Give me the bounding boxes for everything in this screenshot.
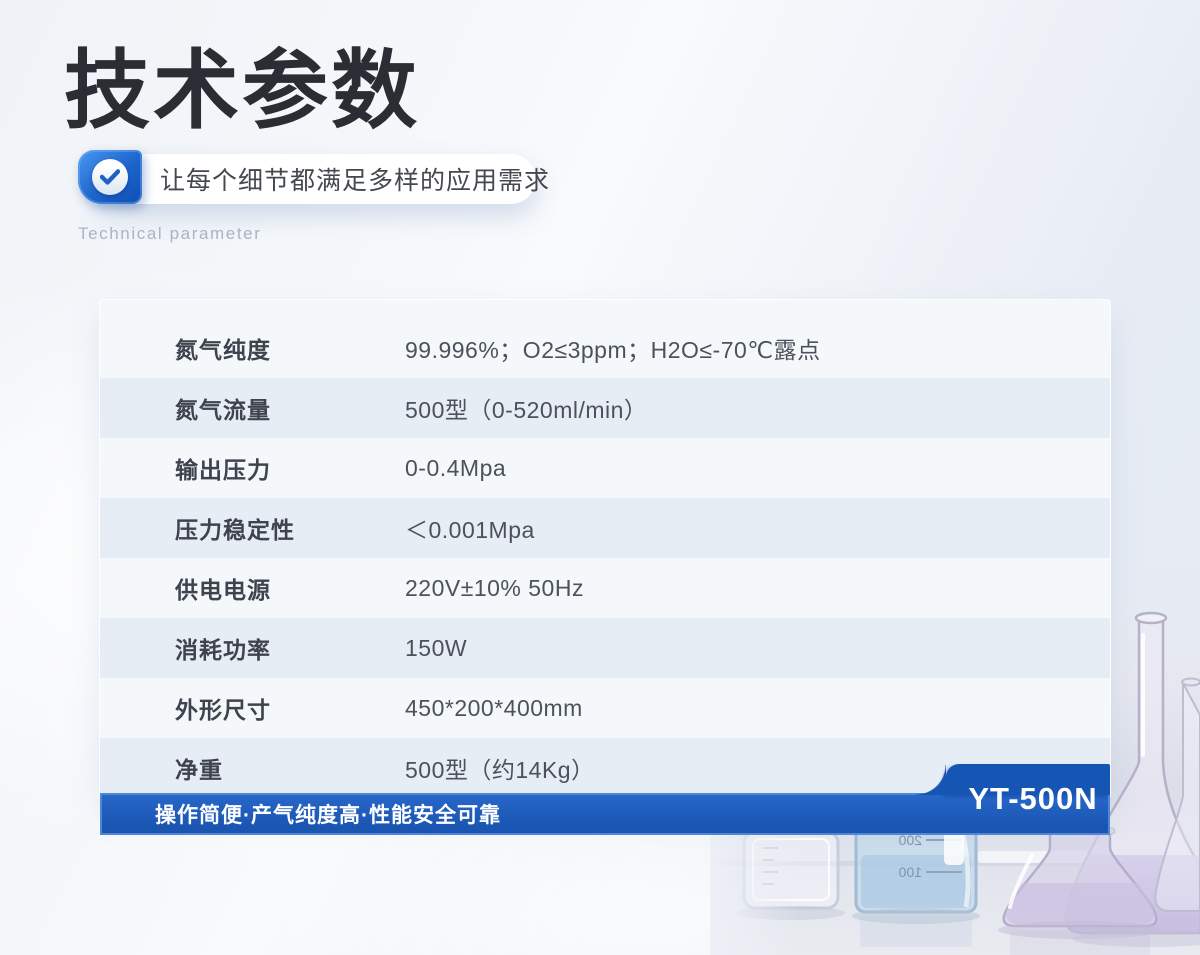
- svg-text:100: 100: [898, 864, 922, 880]
- spec-value: 99.996%；O2≤3ppm；H2O≤-70℃露点: [405, 337, 821, 363]
- table-row: 外形尺寸 450*200*400mm: [100, 678, 1110, 738]
- graduated-beaker-icon: 200 100: [854, 825, 978, 914]
- bottom-bar: 操作简便·产气纯度高·性能安全可靠: [100, 793, 1110, 835]
- small-flask-icon: [1154, 677, 1200, 912]
- spec-label: 氮气纯度: [175, 337, 271, 363]
- purple-flask-icon: [1002, 827, 1158, 928]
- spec-value: ＜0.001Mpa: [405, 517, 535, 543]
- spec-label: 压力稳定性: [175, 517, 295, 543]
- model-tab: [916, 764, 1110, 795]
- spec-label: 氮气流量: [175, 397, 271, 423]
- spec-table: 氮气纯度 99.996%；O2≤3ppm；H2O≤-70℃露点 氮气流量 500…: [100, 300, 1110, 798]
- spec-value: 220V±10% 50Hz: [405, 574, 584, 601]
- table-row: 氮气流量 500型（0-520ml/min）: [100, 378, 1110, 438]
- model-badge: YT-500N: [968, 781, 1098, 816]
- spec-label: 净重: [175, 757, 223, 783]
- table-row: 氮气纯度 99.996%；O2≤3ppm；H2O≤-70℃露点: [100, 318, 1110, 378]
- spec-label: 消耗功率: [175, 637, 271, 663]
- spec-value: 150W: [405, 634, 468, 661]
- check-chip: [78, 150, 142, 204]
- spec-value: 500型（约14Kg）: [405, 757, 595, 783]
- spec-value: 500型（0-520ml/min）: [405, 397, 648, 423]
- tagline-badge: 让每个细节都满足多样的应用需求: [100, 154, 549, 204]
- spec-label: 供电电源: [175, 577, 271, 603]
- tagline-text: 让每个细节都满足多样的应用需求: [160, 167, 551, 195]
- bar-slogan: 操作简便·产气纯度高·性能安全可靠: [155, 804, 501, 827]
- spec-value: 450*200*400mm: [405, 694, 583, 721]
- spec-label: 外形尺寸: [175, 697, 271, 723]
- spec-value: 0-0.4Mpa: [405, 454, 507, 481]
- page-title: 技术参数: [64, 43, 420, 139]
- spec-label: 输出压力: [175, 457, 271, 483]
- table-row: 供电电源 220V±10% 50Hz: [100, 558, 1110, 618]
- table-row: 消耗功率 150W: [100, 618, 1110, 678]
- subtitle: Technical parameter: [78, 224, 262, 243]
- table-row: 压力稳定性 ＜0.001Mpa: [100, 498, 1110, 558]
- check-circle-icon: [92, 159, 128, 195]
- svg-text:200: 200: [898, 832, 922, 848]
- table-row: 输出压力 0-0.4Mpa: [100, 438, 1110, 498]
